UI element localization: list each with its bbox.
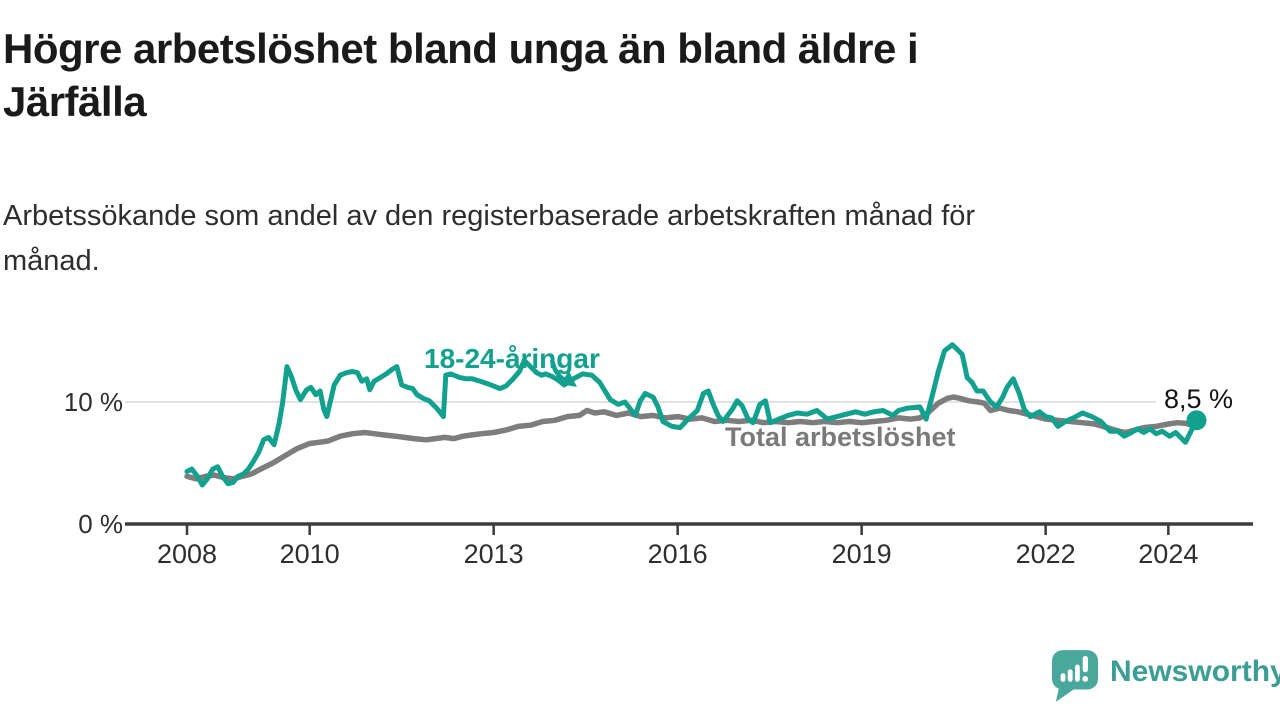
youth-label-arrowhead-icon — [560, 371, 577, 387]
youth-series-label: 18-24-åringar — [424, 343, 600, 374]
x-tick-label: 2019 — [832, 539, 892, 569]
latest-value-label-background — [1156, 382, 1242, 410]
latest-value-label: 8,5 % — [1164, 384, 1233, 414]
logo-bar-1 — [1060, 673, 1066, 682]
chart-subtitle: Arbetssökande som andel av den registerb… — [3, 194, 1183, 284]
x-tick-label: 2022 — [1016, 539, 1076, 569]
newsworthy-logo-icon — [1052, 650, 1098, 702]
page-title-line-2: Järfälla — [3, 78, 147, 125]
logo-exclamation-bar — [1082, 655, 1088, 673]
latest-point-marker — [1186, 410, 1207, 431]
youth-unemployment-line — [184, 342, 1199, 488]
x-axis-ticks: 2008 2010 2013 2016 2019 2022 2024 — [157, 524, 1198, 569]
logo-bar-3 — [1075, 664, 1080, 682]
x-tick-label: 2016 — [648, 539, 708, 569]
newsworthy-logo: Newsworthy — [1052, 648, 1280, 704]
y-tick-label-10: 10 % — [64, 387, 123, 417]
chart-subtitle-line-2: månad. — [3, 245, 100, 277]
total-series-label: Total arbetslöshet — [725, 422, 956, 452]
logo-exclamation-dot — [1082, 676, 1089, 682]
x-tick-label: 2008 — [157, 539, 217, 569]
total-unemployment-line — [184, 394, 1197, 482]
page-title-line-1: Högre arbetslöshet bland unga än bland ä… — [3, 25, 919, 72]
x-tick-label: 2024 — [1138, 539, 1198, 569]
x-tick-label: 2010 — [280, 539, 340, 569]
newsworthy-logo-text: Newsworthy — [1110, 655, 1280, 688]
page-title: Högre arbetslöshet bland unga än bland ä… — [3, 22, 1178, 128]
y-tick-label-0: 0 % — [78, 509, 123, 539]
x-tick-label: 2013 — [464, 539, 524, 569]
chart-subtitle-line-1: Arbetssökande som andel av den registerb… — [3, 200, 976, 232]
unemployment-line-chart: 2008 2010 2013 2016 2019 2022 2024 10 % 0 % 18… — [64, 342, 1253, 569]
logo-bar-2 — [1067, 669, 1073, 682]
